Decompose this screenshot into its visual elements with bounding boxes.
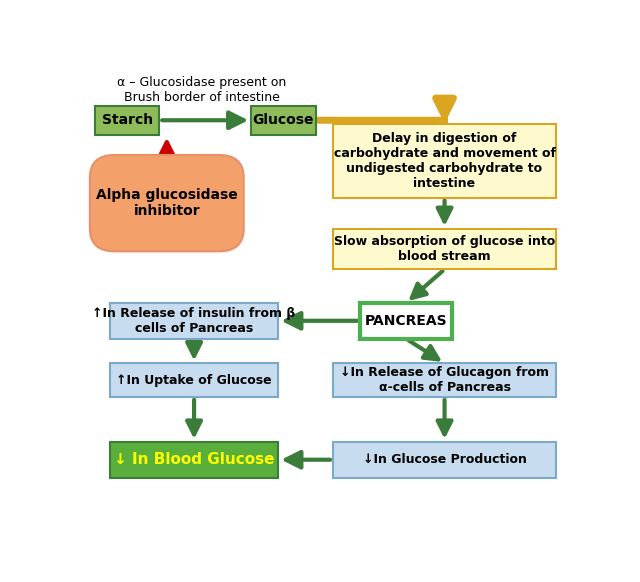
Text: Slow absorption of glucose into
blood stream: Slow absorption of glucose into blood st…: [334, 235, 555, 263]
FancyBboxPatch shape: [333, 123, 556, 197]
Text: Alpha glucosidase
inhibitor: Alpha glucosidase inhibitor: [96, 188, 237, 218]
Text: Delay in digestion of
carbohydrate and movement of
undigested carbohydrate to
in: Delay in digestion of carbohydrate and m…: [333, 132, 556, 190]
FancyBboxPatch shape: [333, 229, 556, 269]
FancyBboxPatch shape: [333, 363, 556, 397]
FancyBboxPatch shape: [90, 155, 244, 251]
Text: ↓In Release of Glucagon from
α-cells of Pancreas: ↓In Release of Glucagon from α-cells of …: [340, 366, 549, 394]
Text: ↑In Uptake of Glucose: ↑In Uptake of Glucose: [116, 374, 272, 386]
FancyBboxPatch shape: [110, 303, 278, 339]
Text: ↓ In Blood Glucose: ↓ In Blood Glucose: [114, 452, 275, 467]
FancyBboxPatch shape: [95, 106, 159, 135]
Text: ↓In Glucose Production: ↓In Glucose Production: [363, 453, 527, 466]
FancyBboxPatch shape: [251, 106, 316, 135]
FancyBboxPatch shape: [360, 303, 452, 339]
FancyBboxPatch shape: [110, 442, 278, 478]
Text: ↑In Release of insulin from β
cells of Pancreas: ↑In Release of insulin from β cells of P…: [92, 307, 296, 335]
Text: PANCREAS: PANCREAS: [365, 314, 447, 328]
Text: Glucose: Glucose: [253, 113, 314, 127]
Text: Starch: Starch: [102, 113, 153, 127]
FancyBboxPatch shape: [110, 363, 278, 397]
Text: α – Glucosidase present on
Brush border of intestine: α – Glucosidase present on Brush border …: [117, 76, 286, 104]
FancyBboxPatch shape: [333, 442, 556, 478]
